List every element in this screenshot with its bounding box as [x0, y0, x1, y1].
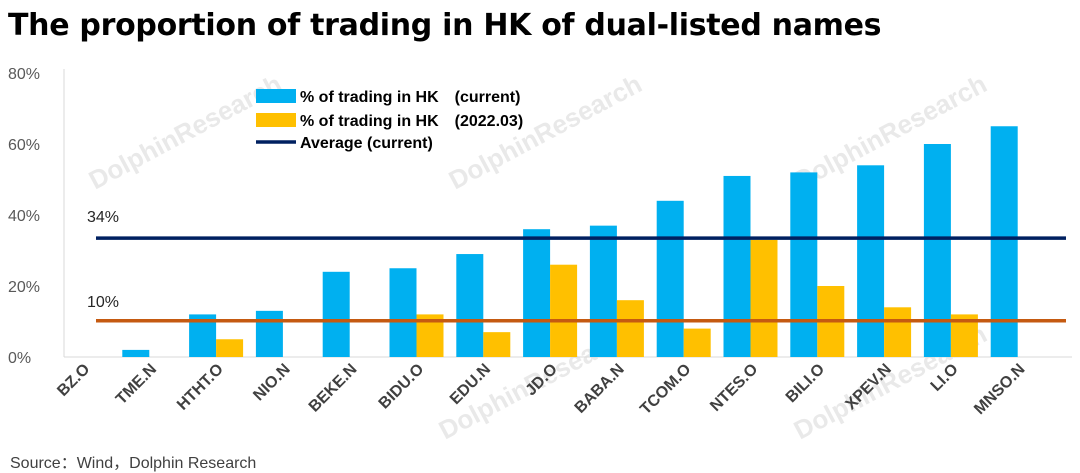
- x-tick-label: TME.N: [113, 361, 160, 408]
- y-tick-label: 20%: [8, 279, 40, 296]
- bar-current: [589, 225, 617, 357]
- bar-current: [255, 310, 283, 357]
- chart-title: The proportion of trading in HK of dual-…: [8, 8, 882, 43]
- bar-current: [923, 144, 951, 357]
- legend-label-average: Average (current): [300, 135, 433, 152]
- bar-2022-03: [550, 264, 578, 357]
- legend-swatch-current: [256, 89, 296, 103]
- axes: 0% 20% 40% 60% 80%: [8, 66, 1072, 367]
- bar-current: [122, 349, 150, 357]
- x-tick-label: NTES.O: [707, 361, 761, 415]
- legend-label-2022-03: % of trading in HK (2022.03): [300, 113, 523, 130]
- bars: [122, 126, 1018, 357]
- x-tick-label: BZ.O: [54, 361, 93, 400]
- x-tick-label: MNSO.N: [971, 361, 1028, 418]
- watermark-text: DolphinResearch: [84, 68, 287, 195]
- bar-2022-03: [884, 307, 912, 357]
- bar-current: [523, 229, 551, 357]
- watermark-text: DolphinResearch: [444, 68, 647, 195]
- bar-2022-03: [483, 332, 511, 357]
- y-tick-label: 0%: [8, 350, 31, 367]
- source-note: Source：Wind，Dolphin Research: [10, 455, 257, 472]
- bar-current: [990, 126, 1018, 357]
- x-tick-label: HTHT.O: [174, 361, 227, 414]
- bar-2022-03: [216, 339, 244, 357]
- y-tick-label: 80%: [8, 66, 40, 83]
- bar-current: [389, 268, 417, 357]
- legend-swatch-2022-03: [256, 113, 296, 127]
- x-tick-label: TCOM.O: [637, 361, 694, 418]
- bar-current: [723, 175, 751, 357]
- x-tick-label: NIO.N: [250, 361, 293, 404]
- bar-current: [322, 271, 350, 357]
- x-tick-label: BILI.O: [783, 361, 828, 406]
- x-tick-label: BIDU.O: [376, 361, 428, 413]
- y-tick-label: 60%: [8, 137, 40, 154]
- ten-percent-line-label: 10%: [87, 294, 119, 311]
- legend-label-current: % of trading in HK (current): [300, 89, 520, 106]
- bar-2022-03: [616, 300, 644, 357]
- bar-current: [857, 165, 885, 357]
- bar-current: [790, 172, 818, 357]
- x-tick-label: BEKE.N: [306, 361, 361, 416]
- bar-current: [656, 200, 684, 357]
- bar-current: [456, 254, 484, 357]
- average-line-label: 34%: [87, 209, 119, 226]
- y-tick-label: 40%: [8, 208, 40, 225]
- bar-2022-03: [750, 239, 778, 357]
- bar-2022-03: [683, 328, 711, 357]
- watermark-text: DolphinResearch: [789, 68, 992, 195]
- legend: % of trading in HK (current) % of trading…: [256, 89, 523, 152]
- reference-lines: 34% 10%: [87, 209, 1066, 323]
